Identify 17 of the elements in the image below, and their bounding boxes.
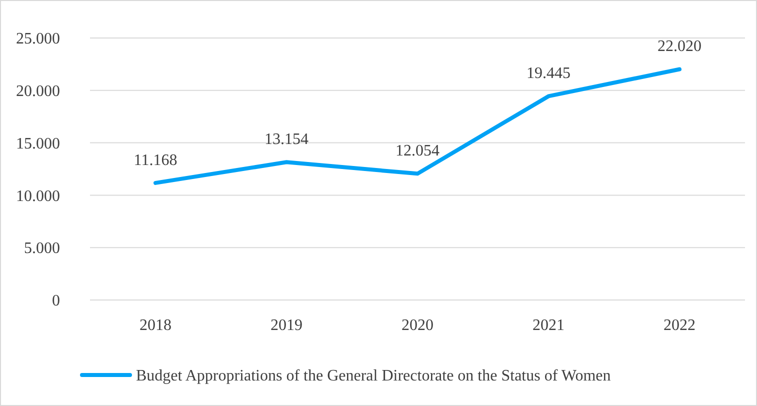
data-label: 19.445 [526,65,570,82]
x-tick-label: 2022 [664,317,696,334]
y-tick-label: 10.000 [16,188,60,205]
x-tick-label: 2019 [270,317,302,334]
y-tick-label: 0 [52,292,60,310]
y-tick-label: 25.000 [16,30,60,48]
data-label: 11.168 [134,152,178,169]
data-label: 13.154 [264,131,308,148]
data-label: 22.020 [658,38,702,56]
data-label: 12.054 [396,142,440,160]
y-tick-label: 15.000 [16,135,60,152]
x-tick-label: 2021 [532,317,564,334]
y-tick-label: 20.000 [16,83,60,100]
x-tick-label: 2018 [140,317,172,334]
y-tick-label: 5.000 [24,240,60,258]
legend-label: Budget Appropriations of the General Directorate on the Status of Women [136,368,611,385]
x-tick-label: 2020 [402,317,434,334]
